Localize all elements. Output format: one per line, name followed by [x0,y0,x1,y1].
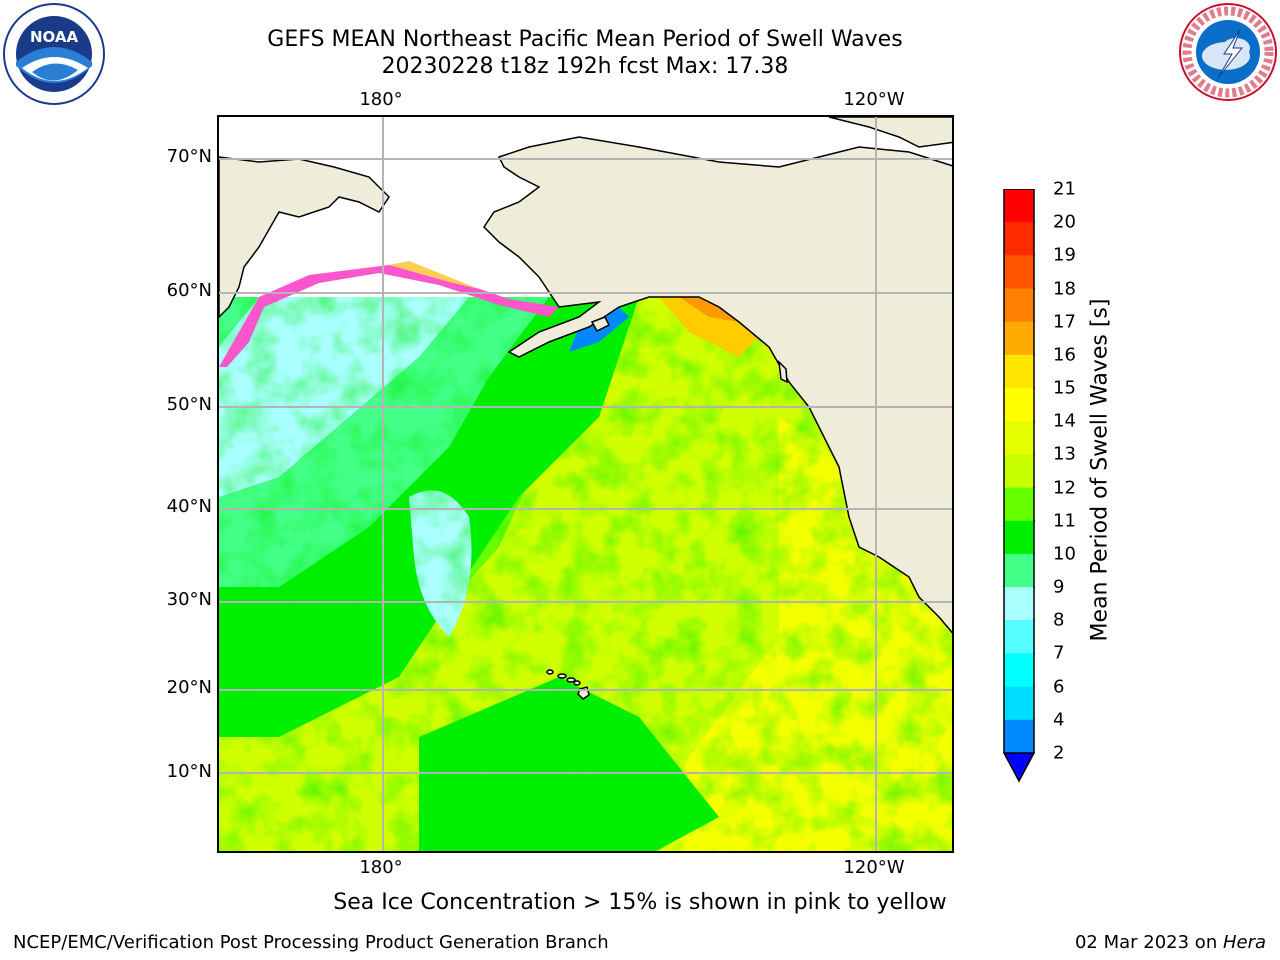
colorbar-tick-label: 19 [1053,244,1076,266]
graticule [219,117,952,851]
nws-logo [1179,3,1277,101]
colorbar-bin [1004,421,1034,455]
colorbar-tick-label: 17 [1053,311,1076,333]
field-gulf-alaska-inner [679,297,739,322]
colorbar-tick-label: 2 [1053,742,1065,764]
footer-date-text: 02 Mar 2023 on [1074,932,1223,953]
footer-date: 02 Mar 2023 on Hera [1075,932,1266,953]
lon-label-top-120w: 120°W [843,89,905,110]
lat-label-50n: 50°N [166,394,212,415]
colorbar-tick-label: 11 [1053,510,1076,532]
colorbar-tick-label: 20 [1053,211,1076,233]
lat-label-40n: 40°N [166,496,212,517]
noaa-logo: NOAA [3,3,105,105]
colorbar-bin [1004,189,1034,223]
lat-label-30n: 30°N [166,589,212,610]
land-siberia [219,156,390,319]
footer-credit: NCEP/EMC/Verification Post Processing Pr… [13,932,609,953]
lon-label-bottom-180: 180° [359,857,403,878]
sea-ice-note: Sea Ice Concentration > 15% is shown in … [333,890,947,915]
colorbar-bin [1004,587,1034,621]
colorbar-bin [1004,288,1034,323]
field-sea-ice-edge [219,265,559,367]
land-haida-gwaii [778,359,788,384]
swell-period-map [219,117,952,851]
colorbar-tick-label: 4 [1053,709,1065,731]
lat-label-60n: 60°N [166,280,212,301]
map-subtitle: 20230228 t18z 192h fcst Max: 17.38 [381,54,789,79]
colorbar-bin [1004,255,1034,290]
colorbar [1003,189,1035,783]
colorbar-bin [1004,620,1034,654]
colorbar-tick-label: 14 [1053,410,1076,432]
colorbar-bin [1004,553,1034,588]
colorbar-border [1003,189,1035,753]
colorbar-label: Mean Period of Swell Waves [s] [1087,298,1113,642]
footer-host: Hera [1222,932,1266,953]
land-arctic-islands [828,117,952,148]
colorbar-bin [1004,388,1034,422]
colorbar-tick-label: 8 [1053,609,1065,631]
colorbar-tick-label: 18 [1053,278,1076,300]
lon-label-bottom-120w: 120°W [843,857,905,878]
colorbar-bin [1004,321,1034,356]
colorbar-tick-label: 21 [1053,178,1076,200]
noaa-logo-text: NOAA [30,28,79,46]
colorbar-tick-label: 6 [1053,676,1065,698]
colorbar-tick-label: 16 [1053,344,1076,366]
land-kodiak [590,316,611,332]
colorbar-bin [1004,354,1034,389]
colorbar-tick-label: 15 [1053,377,1076,399]
map-title: GEFS MEAN Northeast Pacific Mean Period … [267,27,903,52]
map-panel [217,115,954,853]
lon-label-top-180: 180° [359,89,403,110]
field-sea-ice-yellow [389,261,479,289]
colorbar-bin [1004,222,1034,256]
colorbar-bin [1004,686,1034,721]
colorbar-bin [1004,719,1034,754]
lat-label-10n: 10°N [166,761,212,782]
colorbar-tick-label: 13 [1053,443,1076,465]
colorbar-tick-label: 7 [1053,642,1065,664]
colorbar-tick-label: 10 [1053,543,1076,565]
colorbar-bin [1004,653,1034,688]
colorbar-bin [1004,487,1034,522]
colorbar-extend-min [1003,752,1035,783]
colorbar-bin [1004,520,1034,555]
colorbar-tick-label: 9 [1053,576,1065,598]
colorbar-bin [1004,454,1034,489]
lat-label-70n: 70°N [166,146,212,167]
lat-label-20n: 20°N [166,677,212,698]
colorbar-tick-label: 12 [1053,477,1076,499]
